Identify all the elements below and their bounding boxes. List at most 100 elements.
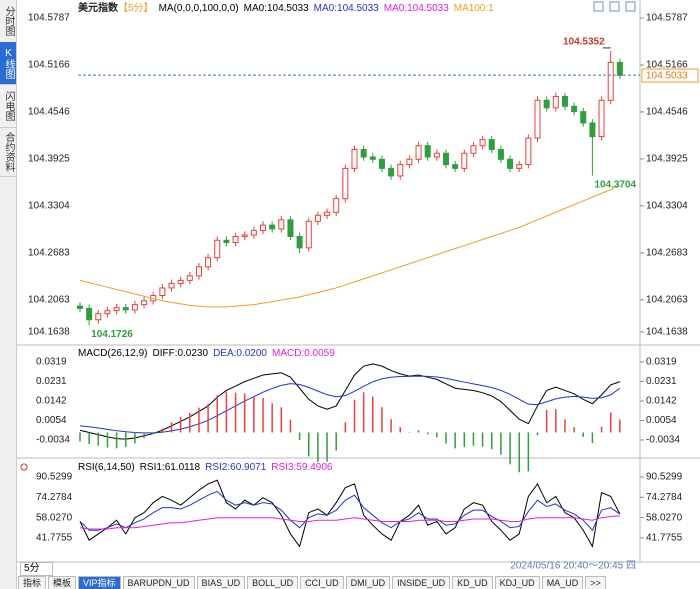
candle-body — [488, 139, 495, 150]
candle-body — [168, 282, 175, 289]
legend-entry: DIFF:0.0230 — [152, 348, 208, 359]
sidebar-tab[interactable]: K线图 — [0, 42, 16, 85]
candle-body — [333, 198, 340, 213]
legend-entry: RSI(6,14,50) — [78, 462, 135, 473]
candle-body — [131, 304, 138, 311]
candle-body — [598, 99, 605, 138]
candle-body — [571, 105, 578, 113]
candle-body — [507, 158, 514, 169]
settings-icon[interactable] — [20, 463, 28, 471]
candle-body — [122, 307, 129, 311]
tab[interactable]: BARUPDN_UD — [122, 576, 195, 589]
timestamp: 2024/05/16 20:40～20:45 四 — [510, 561, 636, 572]
tab[interactable]: BIAS_UD — [196, 576, 246, 589]
candle-body — [260, 224, 266, 231]
legend-entry: RSI1:61.0118 — [140, 462, 201, 473]
candle-body — [214, 239, 221, 259]
y-tick-label: 0.0054 — [646, 415, 677, 426]
candle-body — [77, 305, 83, 309]
candle-body — [250, 229, 257, 236]
candle-body — [616, 61, 623, 76]
candle-body — [470, 145, 477, 154]
tab[interactable]: BOLL_UD — [247, 576, 299, 589]
y-tick-label: 104.1638 — [646, 327, 688, 338]
y-tick-label: 41.7755 — [36, 533, 73, 544]
candle-body — [580, 111, 587, 124]
candle-body — [415, 145, 422, 160]
icon[interactable] — [593, 1, 604, 12]
icon[interactable] — [609, 1, 620, 12]
line — [79, 490, 621, 532]
y-tick-label: 104.1638 — [28, 327, 70, 338]
candle-body — [159, 287, 166, 297]
candle-body — [433, 152, 440, 158]
candle-body — [552, 95, 559, 109]
y-tick-label: 58.0270 — [646, 512, 683, 523]
legend: 美元指数【5分】 MA(0,0,0,100,0,0) MA0:104.5033 MA0… — [78, 1, 494, 14]
y-tick-label: 104.2063 — [646, 294, 688, 305]
y-tick-label: 104.4546 — [28, 107, 70, 118]
candle-body — [543, 99, 550, 109]
tab[interactable]: >> — [585, 576, 606, 589]
y-tick-label: 104.3925 — [646, 154, 688, 165]
line — [79, 375, 621, 434]
sidebar-tab[interactable]: 闪电图 — [0, 85, 16, 128]
candle-body — [232, 235, 239, 244]
tab[interactable]: KDJ_UD — [494, 576, 540, 589]
candle-body — [324, 211, 331, 216]
y-tick-label: 58.0270 — [36, 512, 73, 523]
sidebar-tab[interactable]: 合约资料 — [0, 128, 16, 177]
candle-body — [497, 148, 504, 160]
candle-body — [186, 275, 193, 281]
legend: MACD(26,12,9) DIFF:0.0230 DEA:0.0200 MACD:0… — [78, 348, 335, 359]
annotation: 104.5352 — [563, 37, 605, 48]
tab[interactable]: VIP指标 — [78, 576, 121, 589]
y-tick-label: 0.0142 — [36, 396, 67, 407]
y-tick-label: 104.3304 — [646, 201, 688, 212]
y-tick-label: 74.2784 — [36, 492, 73, 503]
icon[interactable] — [625, 1, 636, 12]
period-select[interactable]: 5分 — [20, 562, 53, 576]
tab[interactable]: CCI_UD — [300, 576, 344, 589]
y-tick-label: 90.5299 — [36, 472, 73, 483]
y-tick-label: 0.0231 — [36, 376, 67, 387]
candle-body — [223, 239, 230, 244]
candle-body — [342, 167, 349, 200]
candle-body — [177, 279, 184, 284]
candle-body — [305, 220, 312, 249]
chart-title: 美元指数 — [78, 1, 119, 14]
candle-body — [269, 224, 276, 230]
tab[interactable]: INSIDE_UD — [392, 576, 451, 589]
candle-body — [351, 148, 358, 169]
y-tick-label: 104.5166 — [28, 60, 70, 71]
tab[interactable]: 模板 — [48, 576, 77, 589]
tab[interactable]: MA_UD — [541, 576, 584, 589]
annotation: 104.1726 — [91, 329, 133, 340]
candle-body — [141, 300, 148, 306]
candle-body — [461, 152, 468, 169]
candle-body — [287, 219, 294, 237]
legend-entry: MA0:104.5033 — [384, 3, 449, 14]
candle-body — [378, 158, 385, 169]
candle-body — [452, 164, 459, 169]
y-tick-label: 104.5787 — [28, 13, 70, 24]
candle-body — [516, 164, 523, 169]
tab[interactable]: DMI_UD — [345, 576, 391, 589]
candle-body — [113, 307, 120, 312]
y-tick-label: 74.2784 — [646, 492, 683, 503]
line — [79, 184, 621, 308]
candle-body — [388, 167, 395, 177]
y-tick-label: 0.0319 — [646, 357, 677, 368]
sidebar-tab[interactable]: 分时图 — [0, 0, 16, 43]
y-tick-label: 104.3925 — [28, 154, 70, 165]
y-tick-label: 0.0319 — [36, 357, 67, 368]
legend: RSI(6,14,50) RSI1:61.0118 RSI2:60.9071 RSI3… — [78, 462, 333, 473]
tab[interactable]: 指标 — [18, 576, 47, 589]
legend-entry: MA0:104.5033 — [314, 3, 379, 14]
tab[interactable]: KD_UD — [452, 576, 493, 589]
y-tick-label: 104.3304 — [28, 201, 70, 212]
candle-body — [314, 214, 321, 222]
y-tick-label: 104.2683 — [646, 248, 688, 259]
y-tick-label: 104.4546 — [646, 107, 688, 118]
